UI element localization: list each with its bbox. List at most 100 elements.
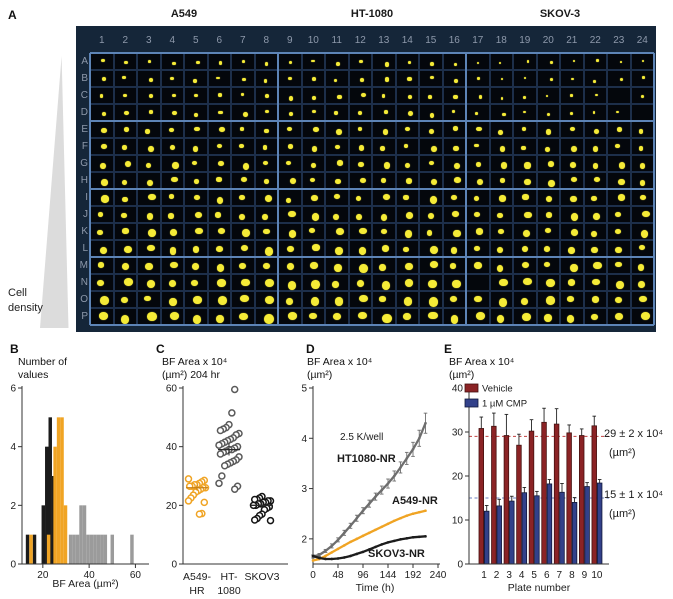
spheroid-dot [194,227,203,235]
spheroid-dot [497,212,503,219]
curve-A549-NR [311,509,427,562]
well [466,121,490,138]
well [301,189,325,206]
well [137,206,161,223]
well [560,138,584,155]
well [137,189,161,206]
plate-row-label: G [80,158,88,169]
spheroid-dot [473,196,480,202]
well [348,206,372,223]
well [489,138,513,155]
well [395,291,419,308]
well [137,53,161,70]
well [419,257,443,274]
well [137,240,161,257]
spheroid-dot [524,162,531,169]
well [442,257,466,274]
plate-column-label: 6 [216,35,223,46]
curve-label-A549-NR: A549-NR [392,495,438,507]
spheroid-dot [592,111,596,114]
well [278,274,302,291]
ref-line-15-units: (µm²) [609,508,636,520]
well [372,121,396,138]
spheroid-dot [545,146,550,153]
svg-text:20: 20 [452,472,464,483]
spheroid-dot [311,280,320,290]
spheroid-dot [408,111,414,117]
spheroid-dot [428,279,437,288]
well [325,189,349,206]
spheroid-dot [101,77,107,81]
spheroid-dot [572,59,576,63]
well [207,172,231,189]
spheroid-dot [499,146,506,153]
well [90,308,114,325]
well [90,155,114,172]
well [583,189,607,206]
spheroid-dot [310,262,318,269]
spheroid-dot [498,61,501,65]
curve-SKOV3-NR [311,535,427,561]
well [348,87,372,104]
spheroid-dot [474,295,483,303]
well [113,138,137,155]
spheroid-dot [216,263,225,272]
category-label: HT- [221,571,238,583]
svg-text:96: 96 [357,570,369,581]
spheroid-dot [241,77,246,82]
spheroid-dot [124,127,130,132]
well [630,104,654,121]
well [466,291,490,308]
well [372,240,396,257]
spheroid-dot [428,160,435,166]
spheroid-dot [383,110,389,115]
spheroid-dot [216,197,223,204]
well [207,70,231,87]
panel-c-title-line2: (µm²) 204 hr [162,369,220,381]
well [90,274,114,291]
panel-b-title-line2: values [18,369,49,381]
well [348,308,372,325]
well [513,104,537,121]
spheroid-dot [521,297,529,306]
spheroid-dot [218,61,223,65]
spheroid-dot [101,59,106,63]
hist-series-HT-1080 [68,505,134,564]
spheroid-dot [193,146,198,152]
spheroid-dot [313,127,320,133]
panel-e-title: BF Area x 10⁴ (µm²) [449,356,514,382]
spheroid-dot [148,229,157,237]
well [278,206,302,223]
well [466,308,490,325]
spheroid-dot [288,76,292,81]
well [278,87,302,104]
well [630,274,654,291]
spheroid-dot [192,314,202,324]
svg-text:240: 240 [430,570,447,581]
cell-density-label: Cell density [8,286,43,316]
well [536,257,560,274]
well [560,70,584,87]
spheroid-dot [239,262,247,270]
spheroid-dot [428,297,438,307]
spheroid-dot [101,179,108,186]
spheroid-dot [357,127,363,132]
well [254,308,278,325]
plate-column-label: 24 [636,35,648,46]
well [325,172,349,189]
spheroid-dot [618,194,626,201]
spheroid-dot [309,177,315,182]
well [160,155,184,172]
well [325,240,349,257]
plate-row-label: E [81,124,88,135]
well [419,53,443,70]
spheroid-dot [451,110,456,114]
spheroid-dot [264,295,275,304]
well [113,104,137,121]
svg-text:144: 144 [380,570,397,581]
well [348,240,372,257]
well [160,53,184,70]
spheroid-dot [312,244,321,251]
well [301,172,325,189]
well [607,70,631,87]
